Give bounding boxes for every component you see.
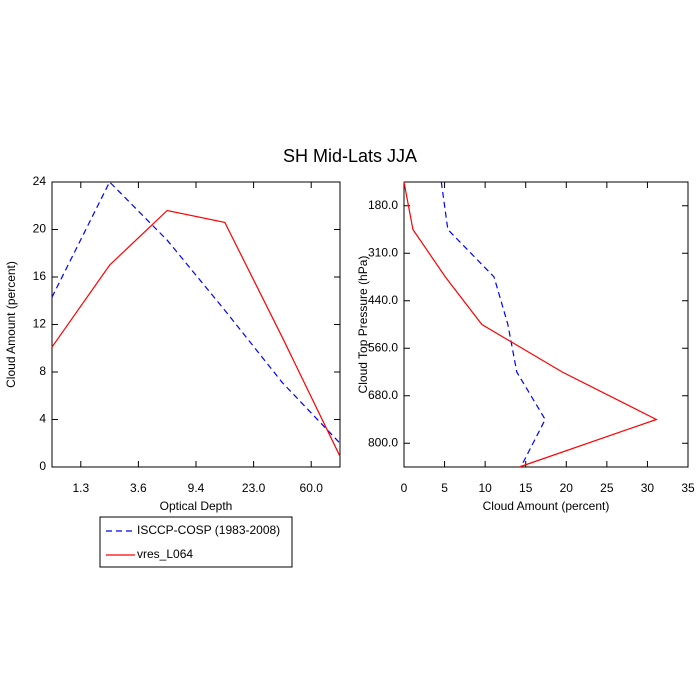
y-tick-label: 440.0 [368,293,398,307]
x-axis-label: Optical Depth [160,499,233,513]
y-tick-label: 16 [33,269,47,283]
x-tick-label: 10 [478,481,492,495]
y-tick-label: 180.0 [368,198,398,212]
x-tick-label: 35 [681,481,695,495]
y-axis-label: Cloud Top Pressure (hPa) [356,256,370,394]
y-tick-label: 20 [33,222,47,236]
legend-label: vres_L064 [137,547,193,561]
x-tick-label: 1.3 [72,481,89,495]
plot-frame [403,181,689,468]
y-axis-label: Cloud Amount (percent) [4,261,18,388]
x-tick-label: 0 [401,481,408,495]
y-tick-label: 680.0 [368,388,398,402]
y-tick-label: 24 [33,174,47,188]
series-line [51,180,341,444]
y-tick-label: 800.0 [368,435,398,449]
y-tick-label: 4 [39,412,46,426]
x-tick-label: 20 [560,481,574,495]
series-line [403,181,658,468]
x-tick-label: 60.0 [300,481,324,495]
y-tick-label: 560.0 [368,340,398,354]
plot-frame [51,181,341,468]
y-tick-label: 0 [39,459,46,473]
chart-title: SH Mid-Lats JJA [283,146,417,166]
legend-box [99,516,293,568]
x-tick-label: 15 [519,481,533,495]
x-tick-label: 30 [641,481,655,495]
y-tick-label: 8 [39,364,46,378]
x-tick-label: 9.4 [188,481,205,495]
legend-label: ISCCP-COSP (1983-2008) [137,523,280,537]
y-tick-label: 310.0 [368,245,398,259]
x-axis-label: Cloud Amount (percent) [483,499,610,513]
y-tick-label: 12 [33,317,47,331]
series-line [51,209,341,457]
series-line [440,181,546,468]
x-tick-label: 3.6 [130,481,147,495]
x-tick-label: 23.0 [242,481,266,495]
x-tick-label: 5 [441,481,448,495]
x-tick-label: 25 [600,481,614,495]
